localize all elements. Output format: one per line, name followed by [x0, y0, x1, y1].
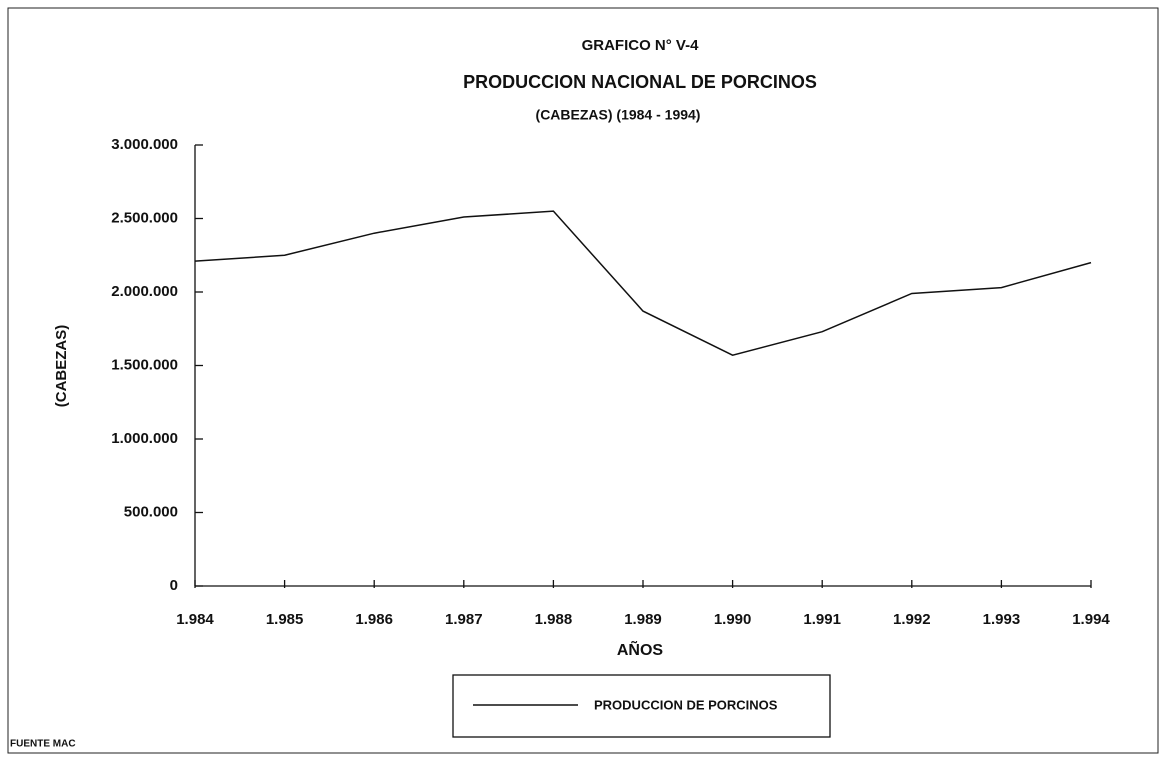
data-line [194, 210, 1092, 357]
y-tick-label: 2.000.000 [111, 283, 178, 300]
x-tick-label: 1.986 [355, 611, 393, 628]
legend-box [452, 674, 831, 738]
x-tick-label: 1.994 [1072, 611, 1110, 628]
x-tick-label: 1.987 [445, 611, 483, 628]
y-tick-label: 2.500.000 [111, 209, 178, 226]
y-tick-label: 1.000.000 [111, 430, 178, 447]
y-tick-label: 1.500.000 [111, 356, 178, 373]
x-axis-label: AÑOS [617, 639, 664, 659]
legend-label: PRODUCCION DE PORCINOS [594, 697, 778, 712]
x-tick-label: 1.990 [714, 611, 752, 628]
x-tick-label: 1.984 [176, 611, 214, 628]
x-tick-label: 1.989 [624, 611, 662, 628]
y-tick-label: 0 [170, 577, 178, 594]
x-tick-label: 1.988 [535, 611, 573, 628]
x-tick-label: 1.991 [803, 611, 841, 628]
source-note: FUENTE MAC [10, 739, 76, 750]
x-tick-label: 1.992 [893, 611, 931, 628]
frame [7, 7, 1159, 754]
y-tick-label: 500.000 [124, 503, 178, 520]
x-tick-label: 1.985 [266, 611, 304, 628]
y-axis-label: (CABEZAS) [53, 325, 70, 408]
x-tick-label: 1.993 [983, 611, 1021, 628]
y-tick-label: 3.000.000 [111, 136, 178, 153]
chart-title: GRAFICO N° V-4 [582, 37, 700, 54]
chart-subtitle: PRODUCCION NACIONAL DE PORCINOS [463, 72, 817, 92]
chart-period: (CABEZAS) (1984 - 1994) [536, 107, 701, 123]
